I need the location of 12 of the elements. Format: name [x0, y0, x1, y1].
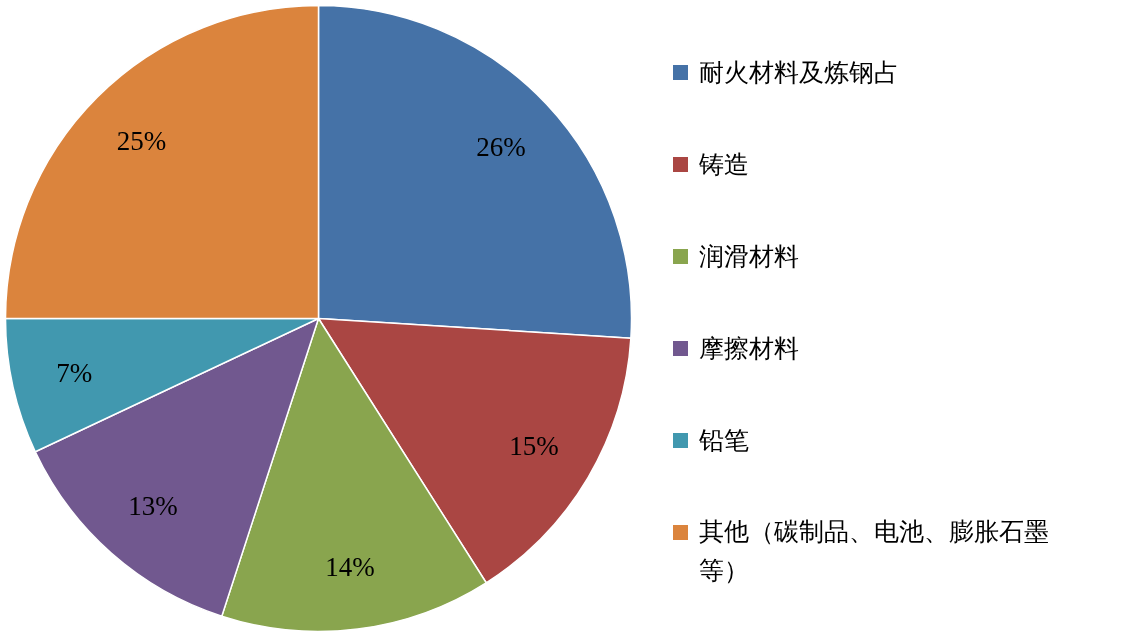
- data-label: 15%: [509, 430, 559, 461]
- legend-label: 铸造: [697, 150, 749, 179]
- data-label: 25%: [116, 126, 167, 157]
- data-label: 14%: [325, 551, 375, 582]
- legend-label: 铅笔: [697, 426, 749, 455]
- legend-label: 耐火材料及炼钢占: [698, 58, 899, 87]
- data-label: 7%: [56, 358, 93, 389]
- legend-label: 摩擦材料: [698, 334, 799, 363]
- legend-label: 润滑材料: [698, 242, 799, 271]
- data-label: 26%: [476, 132, 526, 163]
- data-label: 13%: [128, 491, 178, 522]
- legend-label: 其他（碳制品、电池、膨胀石墨等）: [698, 516, 1049, 585]
